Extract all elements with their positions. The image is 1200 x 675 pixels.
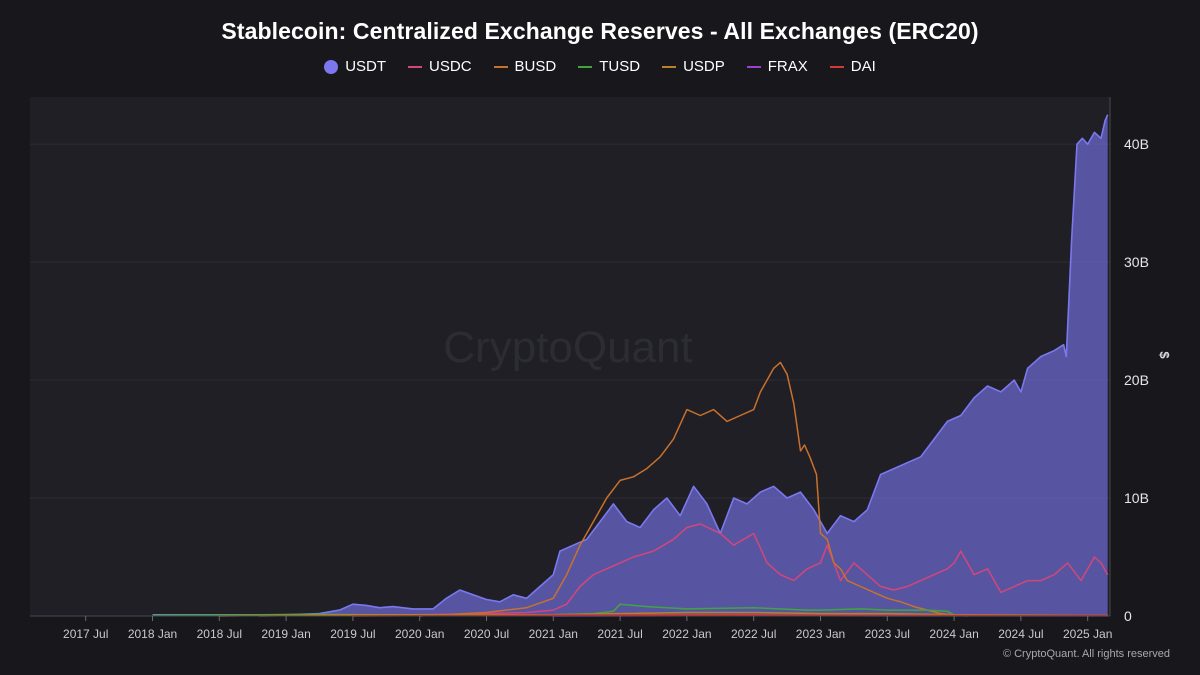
watermark: CryptoQuant (443, 323, 692, 372)
x-tick-label: 2021 Jan (529, 627, 578, 641)
legend-label: USDT (345, 58, 387, 75)
x-tick-label: 2018 Jul (197, 627, 242, 641)
chart-title: Stablecoin: Centralized Exchange Reserve… (221, 18, 979, 44)
x-tick-label: 2020 Jul (464, 627, 509, 641)
axes: 0 10B 20B 30B 40B 2017 Jul 2018 Jan 2018 Jul 201… (30, 97, 1149, 641)
legend-swatch (746, 65, 761, 68)
x-tick-label: 2023 Jul (865, 627, 910, 641)
legend-item-frax[interactable]: FRAX (746, 58, 808, 75)
legend-label: DAI (850, 58, 876, 75)
series-area-usdt (152, 114, 1108, 616)
legend-item-usdc[interactable]: USDC (408, 58, 472, 75)
series-layer (152, 114, 1109, 617)
y-tick-label: 10B (1124, 490, 1149, 506)
series-line-usdc (259, 523, 1109, 617)
copyright-notice: © CryptoQuant. All rights reserved (1002, 648, 1170, 660)
x-tick-label: 2017 Jul (63, 627, 108, 641)
legend-label: USDP (683, 58, 725, 75)
x-tick-label: 2019 Jan (261, 627, 310, 641)
x-tick-label: 2022 Jul (731, 627, 776, 641)
series-line-dai (352, 614, 1108, 617)
x-tick-label: 2020 Jan (395, 627, 444, 641)
y-tick-label: 40B (1124, 136, 1149, 152)
legend-label: USDC (429, 58, 472, 75)
series-line-busd (419, 361, 968, 617)
x-tick-label: 2025 Jan (1063, 627, 1112, 641)
x-tick-label: 2018 Jan (128, 627, 177, 641)
x-tick-label: 2021 Jul (597, 627, 642, 641)
legend-swatch (324, 59, 339, 74)
x-tick-label: 2022 Jan (662, 627, 711, 641)
legend-swatch (408, 65, 423, 68)
legend-swatch (493, 65, 508, 68)
legend-label: BUSD (514, 58, 557, 75)
legend-item-tusd[interactable]: TUSD (578, 58, 640, 75)
legend-item-dai[interactable]: DAI (829, 58, 876, 75)
legend-item-usdp[interactable]: USDP (662, 58, 725, 75)
x-tick-label: 2019 Jul (330, 627, 375, 641)
legend-item-busd[interactable]: BUSD (493, 58, 557, 75)
y-tick-label: 0 (1124, 608, 1132, 624)
legend-label: FRAX (767, 58, 808, 75)
series-line-usdp (219, 611, 1108, 617)
legend-swatch (829, 65, 844, 68)
x-tick-label: 2023 Jan (796, 627, 845, 641)
legend: USDT USDC BUSD TUSD USDP FRAX DAI (0, 58, 1200, 75)
legend-swatch (578, 65, 593, 68)
y-axis-label: $ (1157, 351, 1172, 359)
legend-swatch (662, 65, 677, 68)
y-tick-label: 30B (1124, 254, 1149, 270)
y-tick-label: 20B (1124, 372, 1149, 388)
legend-label: TUSD (599, 58, 641, 75)
x-tick-label: 2024 Jul (998, 627, 1043, 641)
x-tick-label: 2024 Jan (929, 627, 978, 641)
series-line-usdt (152, 114, 1109, 616)
legend-item-usdt[interactable]: USDT (324, 58, 386, 75)
